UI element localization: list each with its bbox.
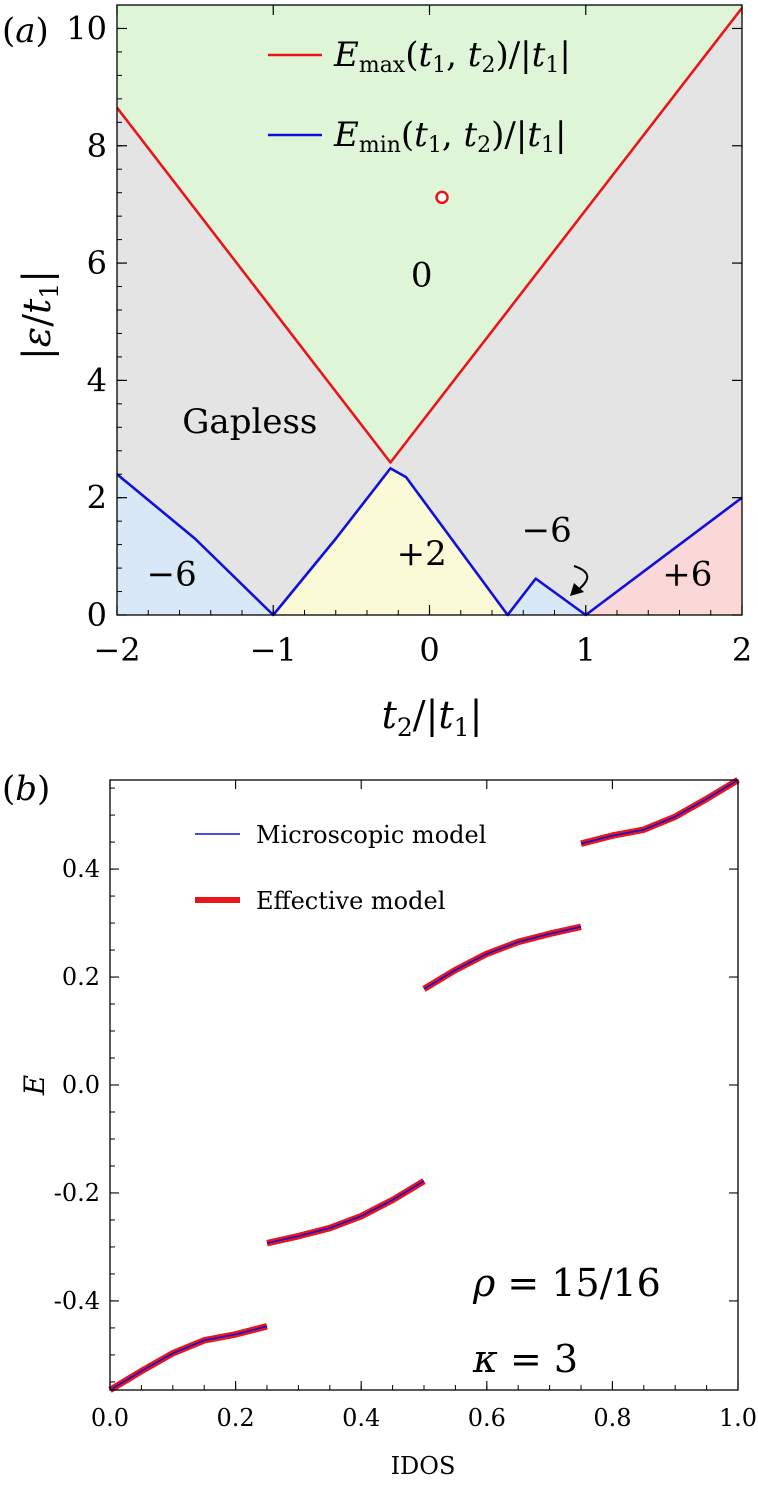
a-region-plus2-fill	[273, 468, 508, 615]
panel-b-spectrum: 0.0 0.2 0.4 0.6 0.8 1.0 -0.4 -0.2 0.0 0.2 0.4 Micr…	[2, 769, 757, 1480]
b-y-axis-label: E	[18, 1075, 51, 1096]
a-region-label-minus6-small: −6	[522, 511, 572, 551]
b-series-effective-segment	[422, 923, 582, 992]
a-legend: Emax(t1, t2)/|t1| Emin(t1, t2)/|t1|	[268, 35, 571, 158]
b-y-tick-label: -0.4	[54, 1287, 100, 1315]
b-series-microscopic-segment	[580, 779, 739, 845]
b-x-tick-label: 0.6	[468, 1404, 506, 1432]
a-region-label-plus2: +2	[397, 534, 447, 574]
a-region-minus6-left-fill	[117, 474, 274, 615]
a-y-tick-label: 4	[87, 361, 107, 399]
a-x-tick-label: 0	[419, 631, 439, 669]
a-marker-point	[435, 190, 449, 205]
b-series-effective-segment	[266, 1178, 426, 1247]
a-x-tick-label: 1	[576, 631, 596, 669]
b-series-effective-segment	[108, 1323, 268, 1393]
a-x-tick-label: −1	[250, 631, 297, 669]
a-y-axis-label: |ε/t1|	[15, 270, 64, 360]
a-legend-label-emax: Emax(t1, t2)/|t1|	[333, 35, 571, 78]
a-region-fills	[117, 5, 742, 615]
b-ticks: 0.0 0.2 0.4 0.6 0.8 1.0 -0.4 -0.2 0.0 0.2 0.4	[54, 780, 757, 1432]
a-region-labels: 0 Gapless +2 −6 −6 +6	[147, 256, 713, 595]
a-annotation-arrow	[573, 565, 589, 591]
b-y-tick-label: 0.4	[62, 855, 100, 883]
b-panel-label: (b)	[2, 769, 50, 809]
b-legend: Microscopic model Effective model	[195, 821, 486, 915]
b-series-microscopic-segment	[109, 1325, 268, 1391]
b-x-tick-label: 0.4	[342, 1404, 380, 1432]
b-x-tick-label: 0.2	[217, 1404, 255, 1432]
b-legend-label-effective: Effective model	[256, 887, 445, 915]
b-series-microscopic-segment	[266, 1180, 425, 1244]
a-region-label-zero: 0	[411, 256, 433, 296]
a-y-tick-label: 10	[66, 9, 107, 47]
b-y-tick-label: -0.2	[54, 1179, 100, 1207]
b-x-axis-label: IDOS	[391, 1452, 456, 1480]
b-y-tick-label: 0.0	[62, 1071, 100, 1099]
a-y-tick-label: 6	[87, 244, 107, 282]
a-x-tick-label: −2	[93, 631, 140, 669]
b-series-effective-segment	[580, 777, 740, 847]
a-marker-layer	[435, 190, 449, 205]
a-region-label-minus6-left: −6	[147, 555, 197, 595]
a-ticks: −2 −1 0 1 2 0 2 4 6 8 10	[66, 5, 752, 669]
a-panel-label: (a)	[2, 11, 49, 51]
a-y-tick-label: 0	[87, 596, 107, 634]
b-series-microscopic-segment	[423, 926, 582, 990]
a-legend-label-emin: Emin(t1, t2)/|t1|	[333, 115, 566, 158]
a-series-lines	[115, 7, 744, 617]
b-y-tick-label: 0.2	[62, 963, 100, 991]
panel-a-phase-diagram: −2 −1 0 1 2 0 2 4 6 8 10 0 Gapless +2 −6 −6 +6 Emax(t1,…	[2, 4, 752, 742]
a-region-minus6-small-fill	[507, 578, 586, 615]
a-region-label-plus6: +6	[662, 555, 712, 595]
a-y-tick-label: 2	[87, 479, 107, 517]
b-annotation-rho: ρ = 15/16	[472, 1261, 661, 1305]
a-annotation-arrowhead	[570, 583, 584, 596]
a-y-tick-label: 8	[87, 127, 107, 165]
b-series-lines	[108, 777, 740, 1393]
a-series-line-emin	[116, 467, 743, 617]
b-annotation-kappa: κ = 3	[472, 1337, 578, 1381]
a-region-label-gapless: Gapless	[182, 402, 317, 442]
a-x-tick-label: 2	[732, 631, 752, 669]
b-x-tick-label: 0.0	[91, 1404, 129, 1432]
a-series-line-emax	[115, 7, 744, 464]
a-x-axis-label: t2/|t1|	[382, 693, 483, 742]
b-x-tick-label: 0.8	[593, 1404, 631, 1432]
a-region-zero-fill	[117, 5, 742, 463]
b-x-tick-label: 1.0	[719, 1404, 757, 1432]
b-legend-label-microscopic: Microscopic model	[256, 821, 486, 849]
